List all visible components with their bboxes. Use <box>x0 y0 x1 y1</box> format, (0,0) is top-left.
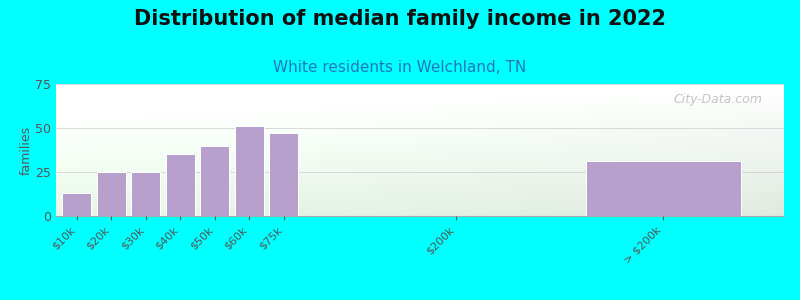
Text: City-Data.com: City-Data.com <box>674 93 762 106</box>
Bar <box>97 172 126 216</box>
Bar <box>269 133 298 216</box>
Bar <box>200 146 230 216</box>
Bar <box>586 161 741 216</box>
Text: White residents in Welchland, TN: White residents in Welchland, TN <box>274 60 526 75</box>
Text: Distribution of median family income in 2022: Distribution of median family income in … <box>134 9 666 29</box>
Bar <box>62 193 91 216</box>
Bar <box>166 154 195 216</box>
Bar <box>131 172 160 216</box>
Bar <box>234 126 264 216</box>
Y-axis label: families: families <box>19 125 32 175</box>
